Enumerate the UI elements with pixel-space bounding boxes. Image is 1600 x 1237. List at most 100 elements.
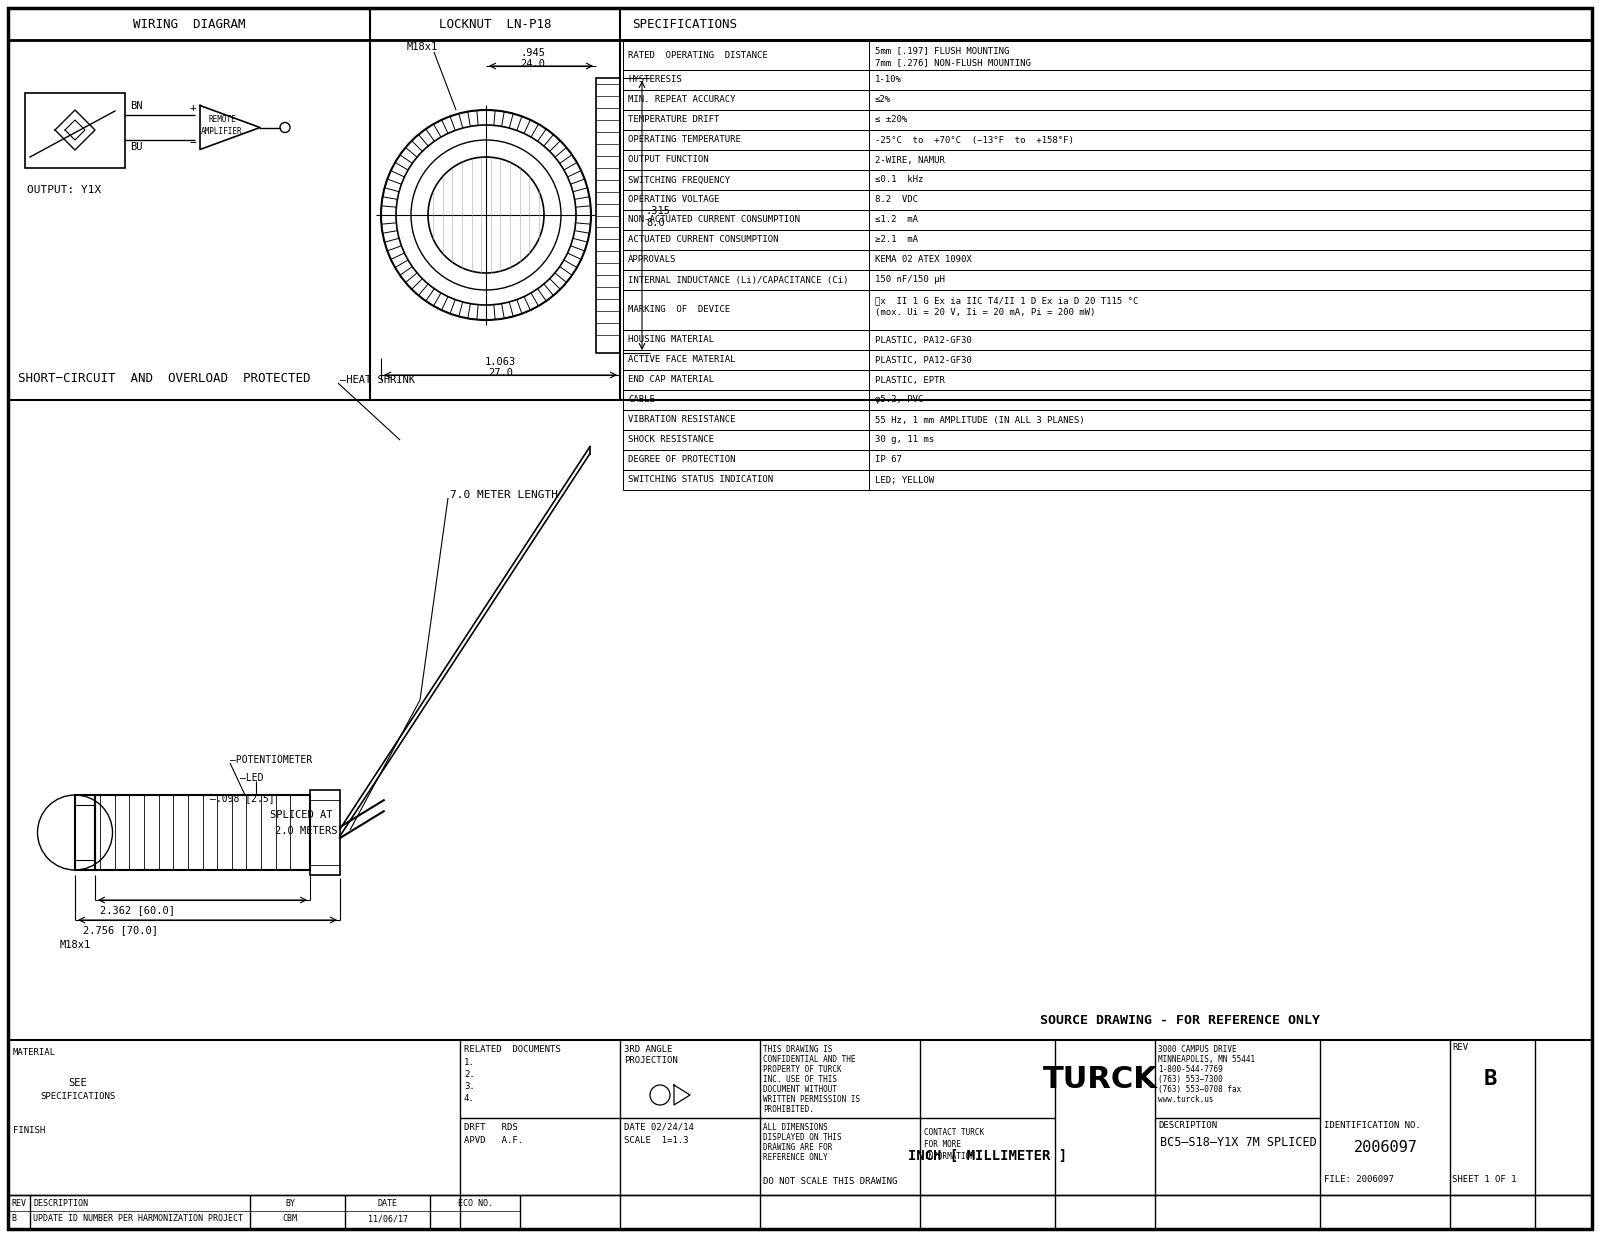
Bar	[622, 90, 1592, 110]
Text: ≤1.2  mA: ≤1.2 mA	[875, 215, 918, 224]
Text: REV: REV	[1453, 1043, 1469, 1051]
Text: 1-800-544-7769: 1-800-544-7769	[1158, 1065, 1222, 1074]
Bar	[595, 78, 621, 353]
Text: DOCUMENT WITHOUT: DOCUMENT WITHOUT	[763, 1085, 837, 1094]
Text: CONTACT TURCK: CONTACT TURCK	[925, 1128, 984, 1137]
Text: 27.0: 27.0	[488, 367, 514, 379]
Text: —POTENTIOMETER: —POTENTIOMETER	[230, 755, 312, 764]
Text: (763) 553−0708 fax: (763) 553−0708 fax	[1158, 1085, 1242, 1094]
Text: DATE 02/24/14: DATE 02/24/14	[624, 1123, 694, 1132]
Text: OUTPUT FUNCTION: OUTPUT FUNCTION	[627, 156, 709, 165]
Bar	[26, 93, 125, 168]
Bar	[622, 230, 1592, 250]
Text: HOUSING MATERIAL: HOUSING MATERIAL	[627, 335, 714, 344]
Text: DATE: DATE	[378, 1199, 398, 1209]
Text: OUTPUT: Y1X: OUTPUT: Y1X	[27, 186, 101, 195]
Text: MARKING  OF  DEVICE: MARKING OF DEVICE	[627, 306, 730, 314]
Text: 1.: 1.	[464, 1058, 475, 1068]
Text: CABLE: CABLE	[627, 396, 654, 404]
Text: (mox. Ui = 20 V, Ii = 20 mA, Pi = 200 mW): (mox. Ui = 20 V, Ii = 20 mA, Pi = 200 mW…	[875, 308, 1096, 317]
Text: BY: BY	[285, 1199, 294, 1209]
Text: MIN. REPEAT ACCURACY: MIN. REPEAT ACCURACY	[627, 95, 736, 104]
Text: DO NOT SCALE THIS DRAWING: DO NOT SCALE THIS DRAWING	[763, 1176, 898, 1186]
Text: 7mm [.276] NON-FLUSH MOUNTING: 7mm [.276] NON-FLUSH MOUNTING	[875, 58, 1030, 67]
Text: 24.0: 24.0	[520, 59, 546, 69]
Text: INCH [ MILLIMETER ]: INCH [ MILLIMETER ]	[907, 1149, 1067, 1164]
Text: INFORMATION: INFORMATION	[925, 1152, 974, 1162]
Text: B: B	[1483, 1069, 1496, 1089]
Text: PLASTIC, PA12-GF30: PLASTIC, PA12-GF30	[875, 335, 971, 344]
Text: OPERATING VOLTAGE: OPERATING VOLTAGE	[627, 195, 720, 204]
Text: .315: .315	[646, 207, 670, 216]
Text: —.098 [2.5]: —.098 [2.5]	[210, 793, 275, 803]
Text: SPECIFICATIONS: SPECIFICATIONS	[40, 1092, 115, 1101]
Text: MATERIAL: MATERIAL	[13, 1048, 56, 1056]
Text: TEMPERATURE DRIFT: TEMPERATURE DRIFT	[627, 115, 720, 125]
Bar	[75, 795, 94, 870]
Text: 3RD ANGLE: 3RD ANGLE	[624, 1045, 672, 1054]
Text: VIBRATION RESISTANCE: VIBRATION RESISTANCE	[627, 416, 736, 424]
Text: ALL DIMENSIONS: ALL DIMENSIONS	[763, 1123, 827, 1132]
Text: 4.: 4.	[464, 1094, 475, 1103]
Text: REFERENCE ONLY: REFERENCE ONLY	[763, 1153, 827, 1162]
Text: B: B	[11, 1213, 16, 1223]
Text: (763) 553−7300: (763) 553−7300	[1158, 1075, 1222, 1084]
Bar	[622, 169, 1592, 190]
Text: φ5.2, PVC: φ5.2, PVC	[875, 396, 923, 404]
Text: REV: REV	[11, 1199, 26, 1209]
Text: PLASTIC, EPTR: PLASTIC, EPTR	[875, 376, 946, 385]
Text: ≥2.1  mA: ≥2.1 mA	[875, 235, 918, 245]
Text: RATED  OPERATING  DISTANCE: RATED OPERATING DISTANCE	[627, 51, 768, 59]
Bar	[622, 210, 1592, 230]
Bar	[622, 40, 1592, 71]
Bar	[622, 330, 1592, 350]
Text: CBM: CBM	[283, 1213, 298, 1223]
Text: SHORT−CIRCUIT  AND  OVERLOAD  PROTECTED: SHORT−CIRCUIT AND OVERLOAD PROTECTED	[18, 372, 310, 385]
Text: BU: BU	[130, 142, 142, 152]
Text: END CAP MATERIAL: END CAP MATERIAL	[627, 376, 714, 385]
Bar	[94, 795, 310, 870]
Text: SHEET 1 OF 1: SHEET 1 OF 1	[1453, 1175, 1517, 1184]
Text: 2006097: 2006097	[1354, 1141, 1418, 1155]
Text: —LED: —LED	[240, 773, 264, 783]
Text: 2.756 [70.0]: 2.756 [70.0]	[83, 925, 158, 935]
Text: DEGREE OF PROTECTION: DEGREE OF PROTECTION	[627, 455, 736, 465]
Text: +: +	[190, 103, 197, 113]
Bar	[622, 150, 1592, 169]
Text: SWITCHING FREQUENCY: SWITCHING FREQUENCY	[627, 176, 730, 184]
Text: AMPLIFIER: AMPLIFIER	[202, 127, 243, 136]
Text: www.turck.us: www.turck.us	[1158, 1095, 1213, 1103]
Text: DRAWING ARE FOR: DRAWING ARE FOR	[763, 1143, 832, 1152]
Bar	[622, 250, 1592, 270]
Text: APPROVALS: APPROVALS	[627, 256, 677, 265]
Text: ⓔx  II 1 G Ex ia IIC T4/II 1 D Ex ia D 20 T115 °C: ⓔx II 1 G Ex ia IIC T4/II 1 D Ex ia D 20…	[875, 296, 1138, 306]
Bar	[622, 409, 1592, 430]
Text: ACTIVE FACE MATERIAL: ACTIVE FACE MATERIAL	[627, 355, 736, 365]
Text: SWITCHING STATUS INDICATION: SWITCHING STATUS INDICATION	[627, 475, 773, 485]
Text: FOR MORE: FOR MORE	[925, 1141, 962, 1149]
Text: 2-WIRE, NAMUR: 2-WIRE, NAMUR	[875, 156, 946, 165]
Text: HYSTERESIS: HYSTERESIS	[627, 75, 682, 84]
Text: 5mm [.197] FLUSH MOUNTING: 5mm [.197] FLUSH MOUNTING	[875, 46, 1010, 54]
Text: DESCRIPTION: DESCRIPTION	[1158, 1121, 1218, 1131]
Text: 7.0 METER LENGTH: 7.0 METER LENGTH	[450, 490, 558, 500]
Text: NON-ACTUATED CURRENT CONSUMPTION: NON-ACTUATED CURRENT CONSUMPTION	[627, 215, 800, 224]
Text: PLASTIC, PA12-GF30: PLASTIC, PA12-GF30	[875, 355, 971, 365]
Text: M18x1: M18x1	[406, 42, 438, 52]
Text: 55 Hz, 1 mm AMPLITUDE (IN ALL 3 PLANES): 55 Hz, 1 mm AMPLITUDE (IN ALL 3 PLANES)	[875, 416, 1085, 424]
Text: SHOCK RESISTANCE: SHOCK RESISTANCE	[627, 435, 714, 444]
Text: —HEAT SHRINK: —HEAT SHRINK	[339, 375, 414, 385]
Text: FINISH: FINISH	[13, 1126, 45, 1136]
Text: 1-10%: 1-10%	[875, 75, 902, 84]
Bar	[622, 270, 1592, 289]
Text: 2.0 METERS: 2.0 METERS	[275, 826, 338, 836]
Bar	[622, 350, 1592, 370]
Text: LOCKNUT  LN-P18: LOCKNUT LN-P18	[438, 17, 552, 31]
Bar	[622, 470, 1592, 490]
Text: 1.063: 1.063	[485, 357, 517, 367]
Bar	[622, 390, 1592, 409]
Text: MINNEAPOLIS, MN 55441: MINNEAPOLIS, MN 55441	[1158, 1055, 1254, 1064]
Bar	[622, 430, 1592, 450]
Bar	[310, 790, 339, 875]
Text: SPECIFICATIONS: SPECIFICATIONS	[632, 17, 738, 31]
